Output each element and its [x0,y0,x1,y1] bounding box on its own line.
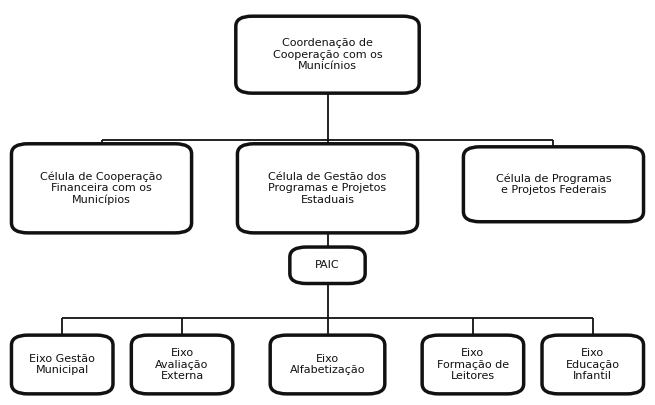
Text: Eixo
Formação de
Leitores: Eixo Formação de Leitores [437,348,509,381]
FancyBboxPatch shape [131,335,233,394]
FancyBboxPatch shape [11,144,191,233]
Text: Eixo
Avaliação
Externa: Eixo Avaliação Externa [155,348,209,381]
Text: PAIC: PAIC [315,260,340,270]
FancyBboxPatch shape [464,147,643,222]
FancyBboxPatch shape [12,335,113,394]
Text: Eixo Gestão
Municipal: Eixo Gestão Municipal [29,354,95,375]
FancyBboxPatch shape [237,144,418,233]
Text: Eixo
Alfabetização: Eixo Alfabetização [290,354,365,375]
Text: Coordenação de
Cooperação com os
Municínios: Coordenação de Cooperação com os Municín… [272,38,383,71]
Text: Célula de Cooperação
Financeira com os
Municípios: Célula de Cooperação Financeira com os M… [41,171,162,205]
FancyBboxPatch shape [270,335,384,394]
Text: Célula de Programas
e Projetos Federais: Célula de Programas e Projetos Federais [496,173,611,195]
Text: Eixo
Educação
Infantil: Eixo Educação Infantil [566,348,620,381]
FancyBboxPatch shape [422,335,524,394]
FancyBboxPatch shape [236,16,419,93]
FancyBboxPatch shape [290,247,365,284]
Text: Célula de Gestão dos
Programas e Projetos
Estaduais: Célula de Gestão dos Programas e Projeto… [269,172,386,205]
FancyBboxPatch shape [542,335,643,394]
